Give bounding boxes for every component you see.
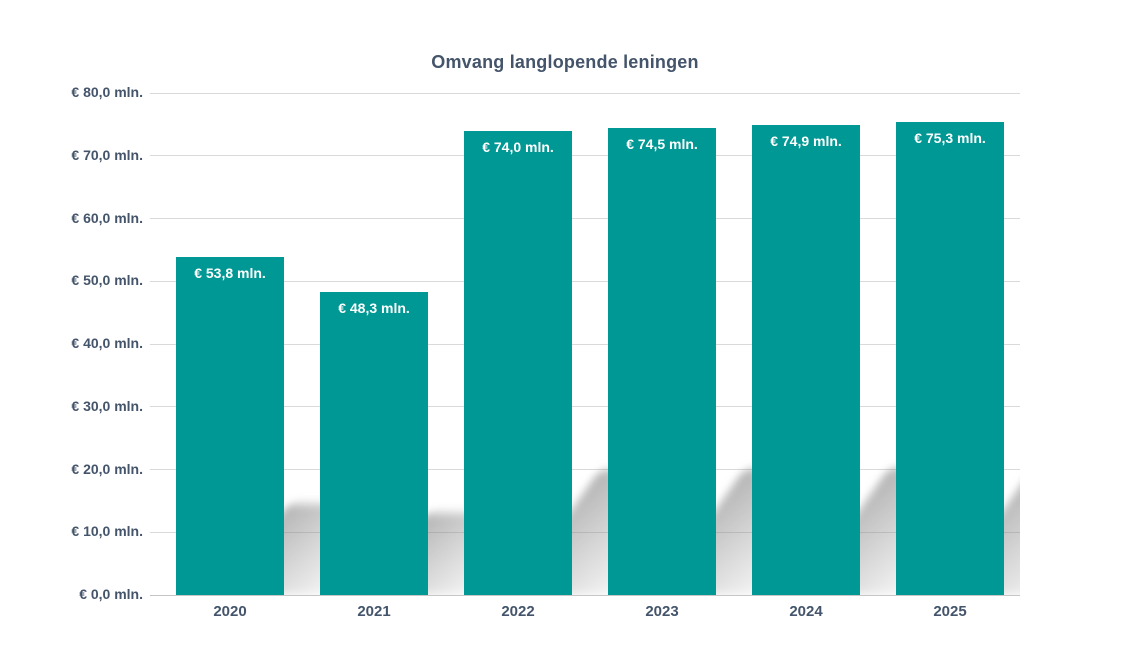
bar-2023: € 74,5 mln. (608, 127, 716, 595)
x-axis-label-2020: 2020 (213, 603, 247, 620)
x-axis-label-2025: 2025 (933, 603, 967, 620)
x-axis-label-2023: 2023 (645, 603, 679, 620)
gridline-y-50 (150, 280, 1020, 282)
bar-2022: € 74,0 mln. (464, 130, 572, 595)
y-axis-tick-label: € 0,0 mln. (79, 586, 143, 602)
chart-title: Omvang langlopende leningen (431, 52, 699, 72)
y-axis-tick-label: € 20,0 mln. (71, 460, 143, 477)
bar-value-label: € 75,3 mln. (914, 130, 986, 147)
gridline-y-0 (150, 594, 1020, 596)
y-axis-tick-label: € 40,0 mln. (71, 335, 143, 351)
bar-value-label: € 53,8 mln. (194, 265, 266, 282)
bar-2024: € 74,9 mln. (752, 125, 860, 595)
bar-value-label: € 48,3 mln. (338, 299, 410, 316)
y-axis-tick-label: € 10,0 mln. (71, 523, 143, 540)
x-axis-label-2022: 2022 (501, 603, 535, 620)
bar-2021: € 48,3 mln. (320, 291, 428, 595)
y-axis-tick-label: € 70,0 mln. (71, 146, 143, 163)
bar-value-label: € 74,5 mln. (626, 135, 698, 152)
gridline-y-60 (150, 218, 1020, 219)
gridline-y-30 (150, 406, 1020, 408)
gridline-y-70 (150, 155, 1020, 157)
x-axis-label-2021: 2021 (357, 603, 391, 620)
y-axis-tick-label: € 30,0 mln. (71, 397, 143, 414)
x-axis-label-2024: 2024 (789, 603, 823, 620)
y-axis-tick-label: € 60,0 mln. (71, 209, 143, 226)
bar-2020: € 53,8 mln. (176, 257, 284, 595)
gridline-y-20 (150, 469, 1020, 470)
bar-2025: € 75,3 mln. (896, 122, 1004, 595)
bar-value-label: € 74,0 mln. (482, 138, 554, 155)
gridline-y-80 (150, 92, 1020, 94)
y-axis-tick-label: € 50,0 mln. (71, 272, 143, 289)
y-axis-tick-label: € 80,0 mln. (71, 84, 143, 100)
gridline-y-40 (150, 343, 1020, 345)
bar-value-label: € 74,9 mln. (770, 133, 842, 149)
